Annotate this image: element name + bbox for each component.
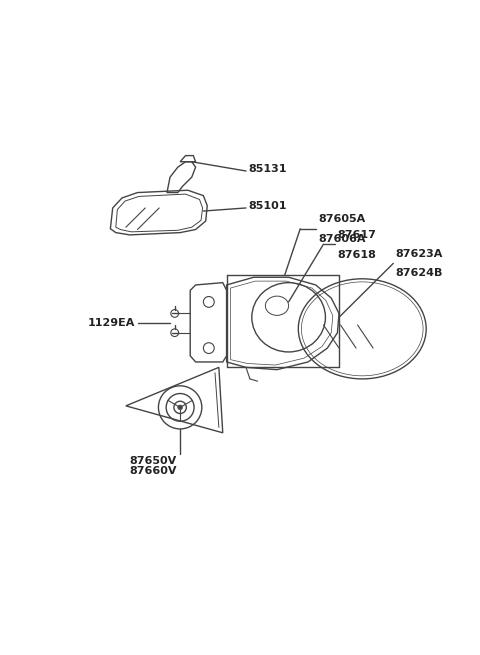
Text: 85101: 85101: [248, 202, 287, 212]
Text: 87650V: 87650V: [130, 456, 177, 466]
Text: 87617: 87617: [337, 231, 376, 240]
Text: 87605A: 87605A: [318, 214, 365, 224]
Circle shape: [178, 405, 182, 409]
Text: 87606A: 87606A: [318, 234, 366, 244]
Text: 85131: 85131: [248, 164, 287, 174]
Text: 87623A: 87623A: [396, 249, 443, 259]
Text: 1129EA: 1129EA: [88, 318, 135, 328]
Text: 87660V: 87660V: [130, 466, 177, 476]
Text: 87618: 87618: [337, 250, 376, 259]
Text: 87624B: 87624B: [396, 268, 443, 278]
